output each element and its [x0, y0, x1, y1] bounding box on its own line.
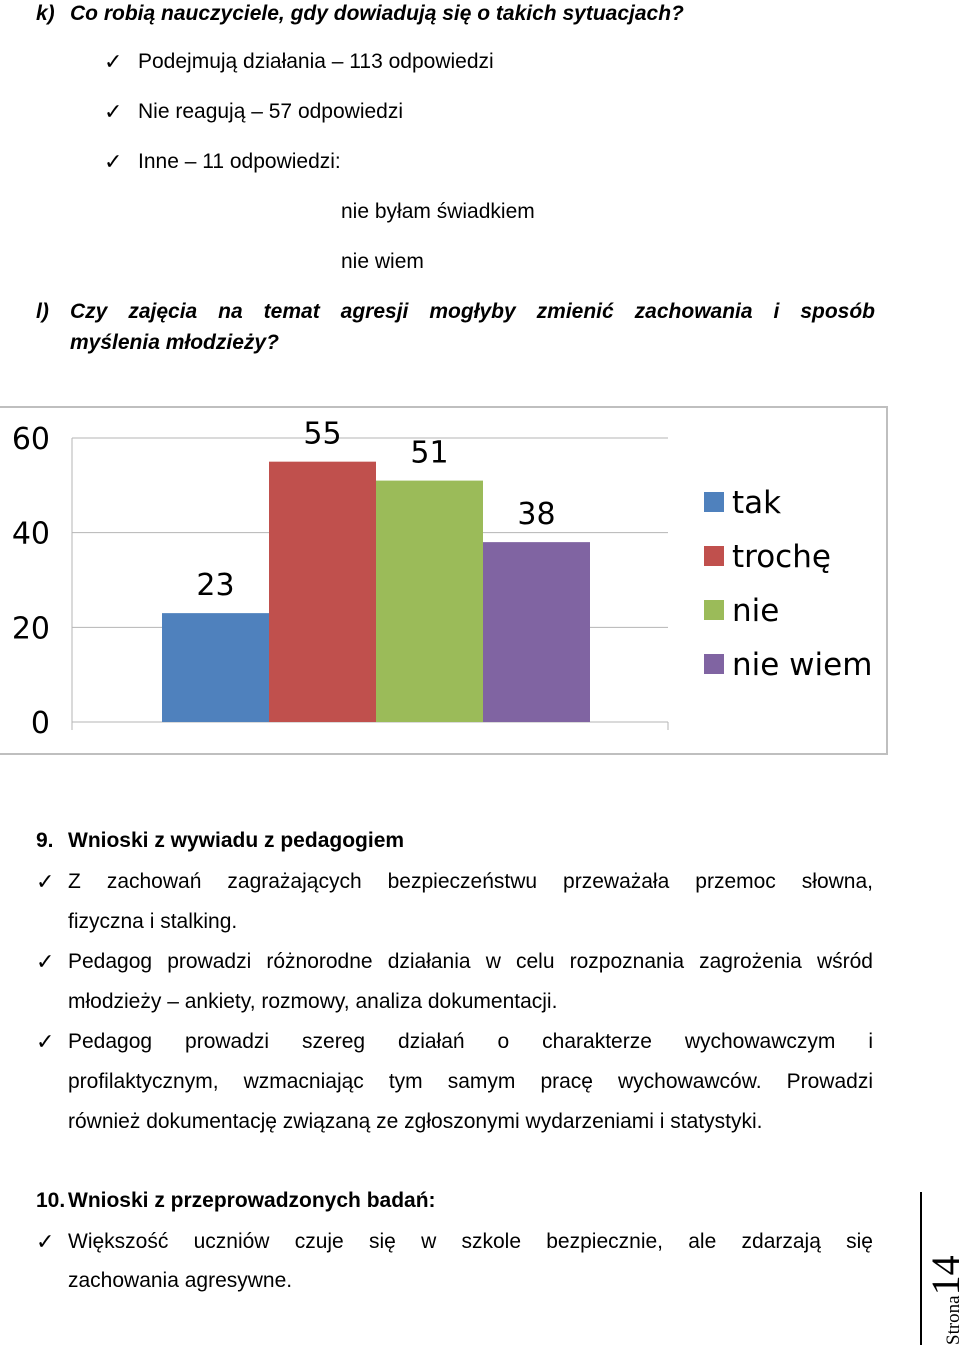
bar-chart-svg: 0 20 40 60 23 55 51 38 tak trochę nie nie wiem [12, 417, 873, 741]
y-tick-label: 60 [12, 422, 50, 457]
data-label: 55 [303, 417, 341, 452]
bar-nie-wiem [483, 542, 590, 722]
checkmark-icon: ✓ [36, 1229, 55, 1254]
checkmark-icon: ✓ [36, 869, 55, 894]
legend-entry: nie wiem [732, 647, 872, 683]
data-label: 38 [517, 497, 555, 532]
conclusion-line: również dokumentację związaną ze zgłoszo… [68, 1110, 763, 1133]
bar-trochę [269, 461, 376, 722]
legend-entry: tak [732, 485, 781, 521]
conclusion-line: profilaktycznym, wzmacniając tym samym p… [68, 1070, 873, 1093]
conclusion-line: Pedagog prowadzi szereg działań o charak… [68, 1030, 873, 1053]
question-k-label: k) [36, 2, 55, 25]
y-tick-label: 40 [12, 517, 50, 552]
legend-swatch [704, 600, 724, 620]
legend-swatch [704, 492, 724, 512]
other-answer: nie wiem [341, 250, 424, 273]
answer-item: Nie reagują – 57 odpowiedzi [138, 100, 404, 123]
legend-swatch [704, 654, 724, 674]
checkmark-icon: ✓ [104, 99, 123, 124]
conclusion-line: Większość uczniów czuje się w szkole bez… [68, 1230, 873, 1253]
legend-swatch [704, 546, 724, 566]
conclusion-line: fizyczna i stalking. [68, 910, 238, 933]
checkmark-icon: ✓ [36, 1029, 55, 1054]
y-tick-label: 0 [31, 706, 50, 741]
page-number: 14 [923, 1255, 960, 1296]
question-l-text-cont: myślenia młodzieży? [70, 331, 279, 354]
question-l-text: Czy zajęcia na temat agresji mogłyby zmi… [70, 300, 875, 323]
checkmark-icon: ✓ [104, 49, 123, 74]
footer-divider [920, 1192, 922, 1345]
answer-item: Podejmują działania – 113 odpowiedzi [138, 50, 494, 73]
data-label: 23 [196, 568, 234, 603]
conclusion-line: Z zachowań zagrażających bezpieczeństwu … [68, 870, 873, 893]
answer-item: Inne – 11 odpowiedzi: [138, 150, 341, 173]
conclusion-line: zachowania agresywne. [68, 1269, 293, 1292]
bar-tak [162, 613, 269, 722]
bar-nie [376, 480, 483, 722]
data-label: 51 [410, 436, 448, 471]
checkmark-icon: ✓ [36, 949, 55, 974]
section-10-number: 10. [36, 1189, 66, 1212]
bar-chart: 0 20 40 60 23 55 51 38 tak trochę nie nie wiem [0, 406, 888, 755]
section-9-number: 9. [36, 829, 54, 852]
conclusion-line: Pedagog prowadzi różnorodne działania w … [68, 950, 873, 973]
section-9-title: Wnioski z wywiadu z pedagogiem [68, 829, 405, 852]
question-k-text: Co robią nauczyciele, gdy dowiadują się … [70, 2, 684, 25]
question-l-label: l) [36, 300, 49, 323]
section-10-title: Wnioski z przeprowadzonych badań: [68, 1189, 436, 1212]
page-word: Strona [943, 1295, 960, 1345]
page-footer: Strona14 [922, 1255, 960, 1345]
legend-entry: nie [732, 593, 779, 629]
other-answer: nie byłam świadkiem [341, 200, 535, 223]
legend-entry: trochę [732, 539, 831, 575]
conclusion-line: młodzieży – ankiety, rozmowy, analiza do… [68, 990, 558, 1013]
checkmark-icon: ✓ [104, 149, 123, 174]
y-tick-label: 20 [12, 611, 50, 646]
